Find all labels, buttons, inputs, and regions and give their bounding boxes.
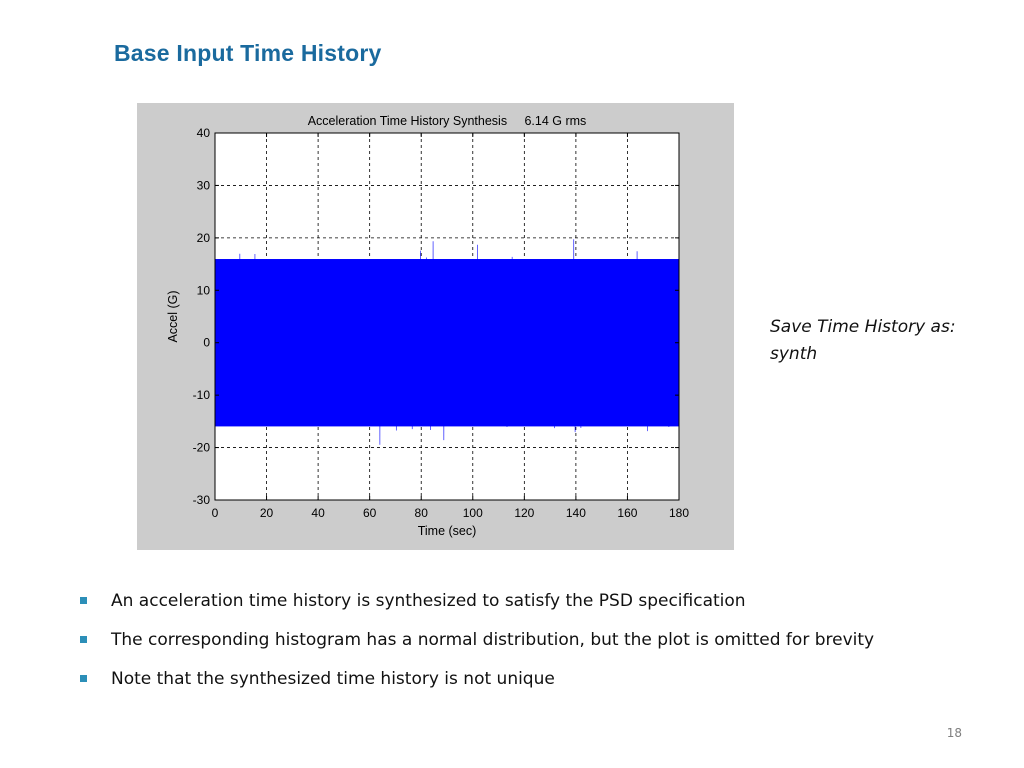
y-tick-label: 0 (203, 336, 210, 350)
square-bullet-icon (80, 636, 87, 643)
bullet-item: Note that the synthesized time history i… (80, 666, 880, 693)
x-tick-label: 80 (415, 506, 429, 520)
y-tick-label: -20 (193, 441, 211, 455)
x-tick-label: 60 (363, 506, 377, 520)
bullet-item: An acceleration time history is synthesi… (80, 588, 880, 615)
y-tick-label: -30 (193, 493, 211, 507)
x-tick-label: 100 (463, 506, 483, 520)
x-tick-label: 140 (566, 506, 586, 520)
slide-title: Base Input Time History (114, 40, 382, 66)
x-tick-label: 0 (212, 506, 219, 520)
y-tick-label: 40 (197, 126, 211, 140)
plot-frame (214, 132, 680, 501)
page-number: 18 (946, 726, 962, 740)
bullet-text: The corresponding histogram has a normal… (111, 630, 875, 650)
chart-title: Acceleration Time History Synthesis 6.14… (308, 114, 587, 128)
signal-trace (214, 239, 680, 445)
y-axis-label: Accel (G) (166, 290, 180, 342)
y-tick-label: -10 (193, 388, 211, 402)
y-tick-label: 10 (197, 283, 211, 297)
bullet-text: Note that the synthesized time history i… (111, 669, 555, 689)
square-bullet-icon (80, 675, 87, 682)
side-note: Save Time History as: synth (770, 314, 990, 368)
x-tick-label: 180 (669, 506, 689, 520)
x-tick-label: 20 (260, 506, 274, 520)
bullet-item: The corresponding histogram has a normal… (80, 627, 880, 654)
bullet-text: An acceleration time history is synthesi… (111, 591, 746, 611)
x-axis-label: Time (sec) (418, 524, 477, 538)
square-bullet-icon (80, 597, 87, 604)
y-tick-label: 30 (197, 178, 211, 192)
y-tick-label: 20 (197, 231, 211, 245)
chart-figure: 0 20 40 60 80 100 120 140 160 180 -30 -20 -10 0 10 20 30… (137, 103, 734, 550)
chart-series (214, 239, 680, 445)
x-tick-label: 120 (514, 506, 534, 520)
side-note-line2: synth (770, 344, 818, 364)
bullet-list: An acceleration time history is synthesi… (80, 588, 880, 705)
x-tick-label: 160 (617, 506, 637, 520)
x-tick-label: 40 (311, 506, 325, 520)
chart-svg: 0 20 40 60 80 100 120 140 160 180 -30 -20 -10 0 10 20 30… (166, 114, 689, 538)
side-note-line1: Save Time History as: (770, 317, 956, 337)
